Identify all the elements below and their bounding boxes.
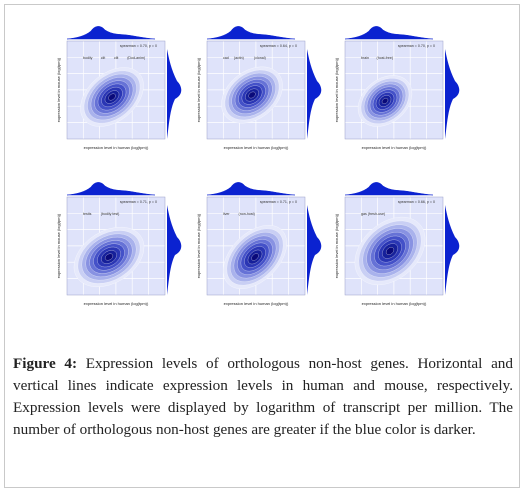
x-axis-label: expression level in human (log(tpm)) — [224, 301, 289, 306]
density-contours — [80, 67, 144, 127]
y-axis-label: expression level in mouse (log(tpm)) — [56, 57, 61, 122]
density-contour — [104, 253, 114, 261]
density-panel: spearman = 0.71, p = 0 testis (bodily test… — [56, 182, 207, 335]
tissue-tag: clit — [101, 56, 105, 60]
correlation-label: spearman = 0.71, p = 0 — [260, 200, 297, 204]
plot-border — [206, 196, 306, 296]
top-marginal-density — [344, 26, 434, 40]
density-panel: spearman = 0.64, p = 0 cad (actin) (clonal)… — [196, 26, 347, 179]
correlation-label: spearman = 0.64, p = 0 — [260, 44, 297, 48]
y-axis-label: expression level in mouse (log(tpm)) — [334, 213, 339, 278]
density-plot: spearman = 0.66, p = 0 gas (fresh-use) exp… — [334, 182, 460, 306]
density-panel: spearman = 0.70, p = 0 brain (host-free) ex… — [334, 26, 485, 179]
x-axis-label: expression level in human (log(tpm)) — [362, 145, 427, 150]
density-contour — [251, 253, 259, 261]
tissue-tag: gas (fresh-use) — [361, 212, 385, 216]
density-contours — [223, 225, 287, 289]
correlation-label: spearman = 0.70, p = 0 — [120, 44, 157, 48]
tissue-tag: brain — [361, 56, 369, 60]
top-marginal-density — [206, 26, 296, 40]
density-contour — [248, 91, 256, 99]
plot-border — [344, 196, 444, 296]
plot-border — [344, 40, 444, 140]
density-contour — [386, 247, 394, 255]
right-marginal-density — [445, 205, 460, 295]
tissue-tag: (non-host) — [239, 212, 255, 216]
plot-border — [66, 40, 166, 140]
correlation-label: spearman = 0.66, p = 0 — [398, 200, 435, 204]
tissue-tag: (actin) — [234, 56, 244, 60]
density-contours — [73, 227, 145, 287]
tissue-tag: liver — [223, 212, 230, 216]
density-panel: spearman = 0.66, p = 0 gas (fresh-use) exp… — [334, 182, 485, 335]
right-marginal-density — [167, 205, 182, 295]
top-marginal-density — [344, 182, 434, 196]
density-contours — [354, 216, 426, 286]
x-axis-label: expression level in human (log(tpm)) — [84, 301, 149, 306]
plot-border — [206, 40, 306, 140]
density-plot: spearman = 0.64, p = 0 cad (actin) (clonal)… — [196, 26, 322, 150]
right-marginal-density — [167, 49, 182, 139]
caption-label: Figure 4: — [13, 355, 78, 372]
density-contours — [357, 75, 413, 127]
scatter-density-grid: spearman = 0.70, p = 0 bodily clit clit (Dod… — [5, 5, 521, 350]
y-axis-label: expression level in mouse (log(tpm)) — [196, 213, 201, 278]
density-panel: spearman = 0.70, p = 0 bodily clit clit (Dod… — [56, 26, 207, 179]
tissue-tag: (clonal) — [254, 56, 266, 60]
y-axis-label: expression level in mouse (log(tpm)) — [56, 213, 61, 278]
density-panel: spearman = 0.71, p = 0 liver (non-host) exp… — [196, 182, 347, 335]
right-marginal-density — [307, 205, 322, 295]
right-marginal-density — [307, 49, 322, 139]
y-axis-label: expression level in mouse (log(tpm)) — [196, 57, 201, 122]
top-marginal-density — [206, 182, 296, 196]
density-plot: spearman = 0.70, p = 0 brain (host-free) ex… — [334, 26, 460, 150]
right-marginal-density — [445, 49, 460, 139]
density-contour — [108, 93, 116, 101]
top-marginal-density — [66, 26, 156, 40]
tissue-tag: (Dod-anim) — [127, 56, 145, 60]
x-axis-label: expression level in human (log(tpm)) — [84, 145, 149, 150]
x-axis-label: expression level in human (log(tpm)) — [362, 301, 427, 306]
density-plot: spearman = 0.71, p = 0 testis (bodily test… — [56, 182, 182, 306]
density-plot: spearman = 0.71, p = 0 liver (non-host) exp… — [196, 182, 322, 306]
density-contours — [221, 66, 283, 124]
tissue-tag: cad — [223, 56, 229, 60]
y-axis-label: expression level in mouse (log(tpm)) — [334, 57, 339, 122]
tissue-tag: bodily — [83, 56, 93, 60]
correlation-label: spearman = 0.71, p = 0 — [120, 200, 157, 204]
tissue-tag: clit — [114, 56, 118, 60]
tissue-tag: (bodily test) — [101, 212, 120, 216]
figure-frame: spearman = 0.70, p = 0 bodily clit clit (Dod… — [4, 4, 520, 488]
density-plot: spearman = 0.70, p = 0 bodily clit clit (Dod… — [56, 26, 182, 150]
plot-border — [66, 196, 166, 296]
tissue-tag: (host-free) — [377, 56, 394, 60]
figure-caption: Figure 4: Expression levels of orthologo… — [13, 353, 513, 441]
correlation-label: spearman = 0.70, p = 0 — [398, 44, 435, 48]
density-contour — [381, 98, 389, 104]
top-marginal-density — [66, 182, 156, 196]
caption-text: Expression levels of orthologous non-hos… — [13, 355, 513, 438]
x-axis-label: expression level in human (log(tpm)) — [224, 145, 289, 150]
tissue-tag: testis — [83, 212, 92, 216]
